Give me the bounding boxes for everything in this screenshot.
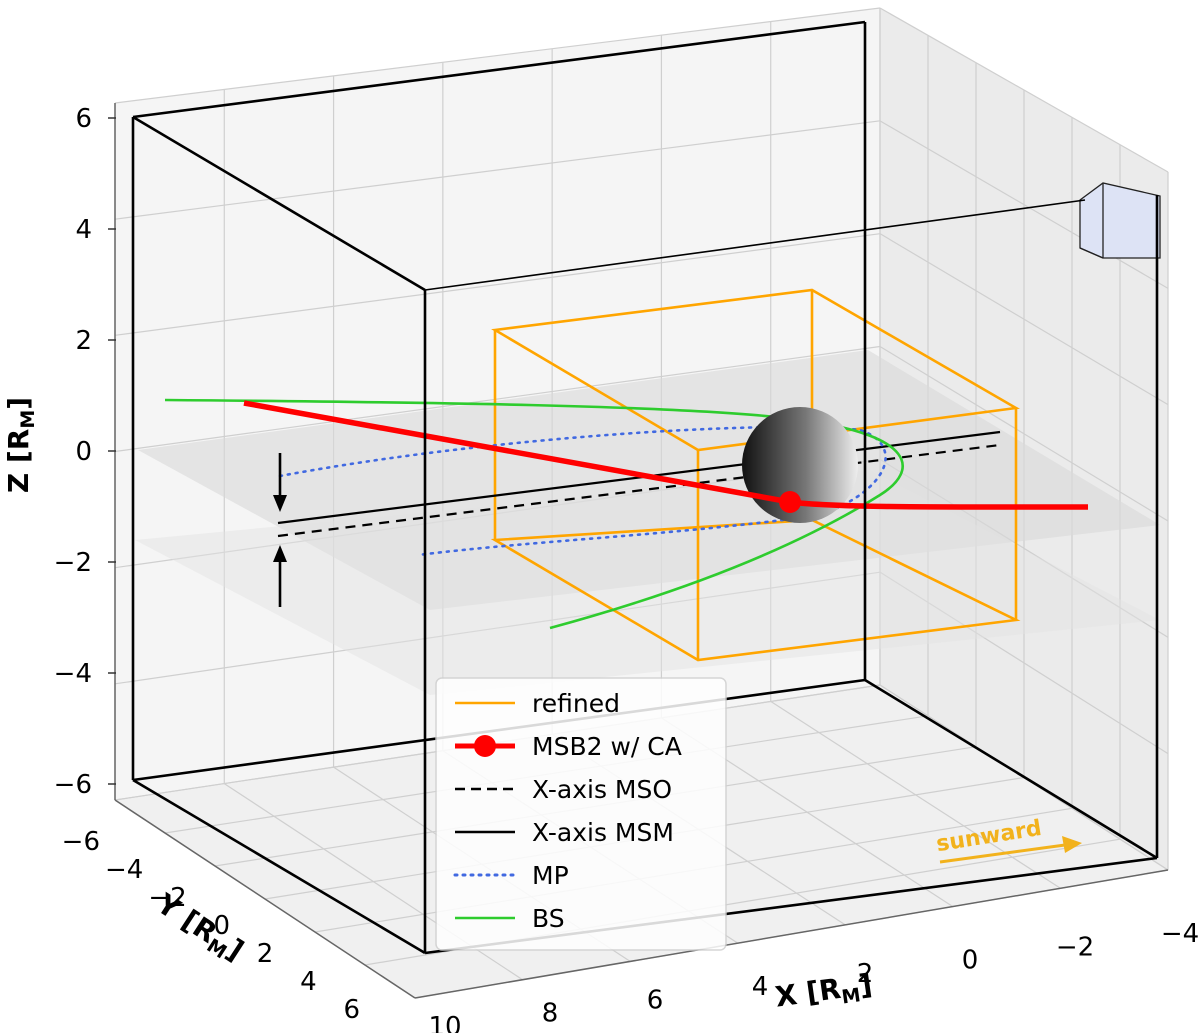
legend-entry: X-axis MSM xyxy=(455,818,674,847)
x-axis-label: X [RM] xyxy=(773,967,875,1017)
x-axis-msm-line xyxy=(277,430,1001,525)
y-axis-label: Y [RM] xyxy=(148,886,250,970)
sunward-arrow xyxy=(939,836,1082,864)
z-tick-label: −6 xyxy=(54,770,92,800)
legend-entry: refined xyxy=(455,689,620,718)
z-tick-label: 4 xyxy=(75,215,92,245)
y-tick-label: −6 xyxy=(62,827,100,857)
legend-label: refined xyxy=(532,689,620,718)
z-tick-label: −4 xyxy=(54,659,92,689)
legend-label: X-axis MSO xyxy=(532,775,672,804)
x-tick-label: 6 xyxy=(647,985,664,1015)
x-tick-label: −2 xyxy=(1056,932,1094,962)
grid-line xyxy=(879,120,1169,289)
z-tick-label: −2 xyxy=(54,548,92,578)
grid-line xyxy=(114,571,881,685)
xy-plane xyxy=(138,350,1160,610)
x-tick-label: 10 xyxy=(428,1012,461,1033)
x-tick-label: 8 xyxy=(542,999,559,1029)
x-tick-label: 0 xyxy=(962,946,979,976)
y-tick-label: −4 xyxy=(105,855,143,885)
y-tick-label: 4 xyxy=(300,967,317,997)
grid-line xyxy=(879,233,1169,406)
y-tick-label: 0 xyxy=(213,911,230,941)
legend: refined MSB2 w/ CA X-axis MSO X-axis MSM MP B… xyxy=(435,677,727,951)
closest-approach-marker xyxy=(779,491,801,513)
y-tick-label: −2 xyxy=(148,883,186,913)
grid-line xyxy=(114,345,881,453)
legend-frame xyxy=(435,677,727,951)
legend-entry: X-axis MSO xyxy=(455,775,672,804)
x-tick-label: 4 xyxy=(752,972,769,1002)
legend-label: X-axis MSM xyxy=(532,818,674,847)
mercury-sphere xyxy=(742,407,858,523)
grid-line xyxy=(879,7,1169,173)
legend-entry: MSB2 w/ CA xyxy=(455,732,682,761)
legend-entry: BS xyxy=(455,904,565,933)
x-tick-label: 2 xyxy=(857,959,874,989)
x-axis-mso-line xyxy=(277,443,1001,538)
y-tick-label: 6 xyxy=(343,995,360,1025)
small-box xyxy=(1079,182,1161,259)
grid-line xyxy=(114,233,881,336)
x-tick-label: −4 xyxy=(1161,919,1199,949)
legend-label: MSB2 w/ CA xyxy=(532,732,682,761)
legend-entry: MP xyxy=(453,861,569,890)
grid-line xyxy=(879,571,1169,755)
offset-arrows xyxy=(273,453,287,607)
z-tick-label: 0 xyxy=(75,437,92,467)
legend-marker xyxy=(474,735,496,757)
xy-plane-lower xyxy=(135,470,1160,695)
y-tick-label: 2 xyxy=(257,939,274,969)
bs-curve xyxy=(164,398,904,630)
front-box-edges xyxy=(131,20,1159,955)
z-tick-label: 2 xyxy=(75,326,92,356)
legend-label: MP xyxy=(532,861,569,890)
grid-line xyxy=(879,345,1169,522)
grid-line xyxy=(114,120,881,220)
z-axis-label: Z [RM] xyxy=(2,397,39,493)
grid-line xyxy=(114,7,881,104)
z-tick-label: 6 xyxy=(75,104,92,134)
legend-label: BS xyxy=(532,904,565,933)
msb2-trajectory xyxy=(243,400,1089,510)
box-connector xyxy=(424,199,1086,291)
